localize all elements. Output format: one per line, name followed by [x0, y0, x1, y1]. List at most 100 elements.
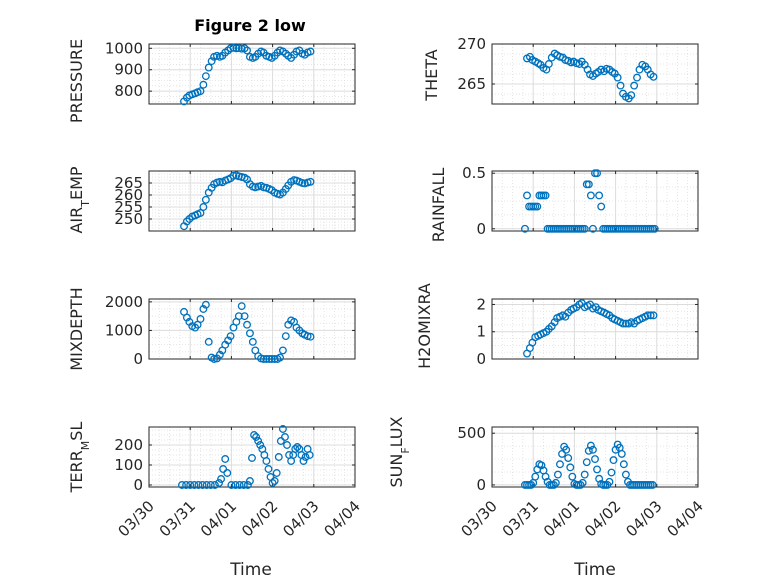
x-tick-label: 03/30: [458, 497, 501, 540]
data-point: [619, 319, 627, 328]
data-point: [215, 479, 223, 487]
data-point: [231, 481, 240, 489]
data-point: [196, 87, 205, 96]
data-point: [291, 445, 300, 453]
y-tick-label: 255: [114, 198, 143, 216]
data-point: [541, 191, 550, 200]
data-point: [649, 72, 658, 81]
ylabel-sun-flux: SUNFLUX: [387, 416, 412, 487]
data-point: [588, 224, 597, 233]
data-point: [232, 44, 241, 53]
data-point: [207, 57, 216, 66]
data-point: [223, 469, 232, 477]
data-point: [551, 478, 560, 487]
data-point: [248, 454, 256, 462]
data-point: [270, 355, 279, 363]
data-point: [649, 311, 658, 320]
axes-box: [148, 43, 356, 105]
data-point: [564, 454, 573, 462]
axes-box: [148, 170, 356, 232]
data-point: [588, 445, 597, 454]
y-tick-label: 200: [114, 436, 143, 454]
data-point: [619, 460, 628, 469]
data-point: [568, 472, 577, 481]
data-point: [199, 203, 208, 211]
data-point: [550, 318, 559, 327]
data-point: [262, 355, 271, 363]
data-point: [202, 481, 211, 489]
y-tick-label: 0: [476, 220, 486, 238]
data-point: [234, 312, 243, 321]
data-point: [268, 479, 277, 487]
data-point: [575, 60, 584, 68]
data-point: [306, 332, 315, 341]
x-tick-label: 03/30: [115, 497, 158, 540]
panel-mixdepth: MIXDEPTH 0 1000 2000: [67, 287, 356, 371]
data-point: [243, 320, 252, 329]
data-point: [562, 445, 571, 454]
data-point: [609, 456, 618, 465]
data-point: [229, 171, 238, 180]
data-point: [226, 44, 235, 53]
data-point: [182, 481, 191, 489]
data-point: [201, 72, 210, 81]
axes-box: [491, 426, 699, 488]
data-point: [541, 472, 550, 481]
y-tick-label: 800: [114, 82, 143, 100]
data-point: [274, 453, 283, 461]
data-point: [239, 481, 248, 489]
data-point: [267, 355, 276, 363]
data-point: [219, 465, 228, 473]
data-point: [217, 475, 226, 483]
x-tick-label: 04/04: [321, 497, 364, 540]
data-point: [190, 481, 199, 489]
data-point: [593, 465, 602, 474]
data-point: [256, 441, 265, 449]
y-tick-label: 0: [476, 476, 486, 494]
data-point: [533, 202, 542, 211]
data-point: [648, 480, 657, 489]
data-point: [194, 481, 203, 489]
x-tick-label: 04/01: [540, 497, 583, 540]
data-point: [221, 455, 230, 463]
data-point: [178, 481, 186, 489]
data-point: [245, 477, 254, 485]
data-point: [600, 67, 609, 76]
xlabel-right: Time: [573, 560, 616, 580]
axes-box: [491, 298, 699, 360]
data-point: [243, 481, 252, 489]
data-point: [227, 481, 236, 489]
data-point: [544, 60, 553, 68]
y-tick-label: 0.5: [462, 164, 486, 182]
data-point: [553, 470, 562, 479]
data-point: [252, 433, 261, 441]
data-point: [303, 332, 312, 341]
data-point: [621, 470, 630, 479]
data-point: [237, 302, 246, 311]
ylabel-air-temp: AIRTEMP: [67, 166, 92, 233]
data-point: [299, 457, 308, 465]
data-point: [265, 355, 274, 363]
data-point: [272, 469, 281, 477]
ylabel-theta: THETA: [422, 49, 441, 101]
ylabel-pressure: PRESSURE: [67, 39, 86, 123]
data-point: [646, 311, 655, 320]
xlabel-left: Time: [229, 560, 272, 580]
y-tick-label: 900: [114, 61, 143, 79]
data-point: [196, 315, 205, 323]
y-tick-label: 100: [114, 456, 143, 474]
data-point: [276, 437, 285, 445]
data-point: [276, 353, 284, 362]
data-point: [650, 224, 659, 233]
data-point: [582, 458, 591, 467]
x-tick-label: 03/31: [499, 497, 542, 540]
data-point: [586, 191, 595, 200]
y-tick-label: 250: [114, 210, 143, 228]
data-point: [584, 446, 593, 455]
data-point: [306, 47, 315, 56]
data-point: [591, 455, 599, 464]
axes-box: [148, 426, 356, 488]
data-point: [593, 169, 602, 178]
data-point: [215, 350, 224, 359]
data-point: [283, 441, 291, 449]
